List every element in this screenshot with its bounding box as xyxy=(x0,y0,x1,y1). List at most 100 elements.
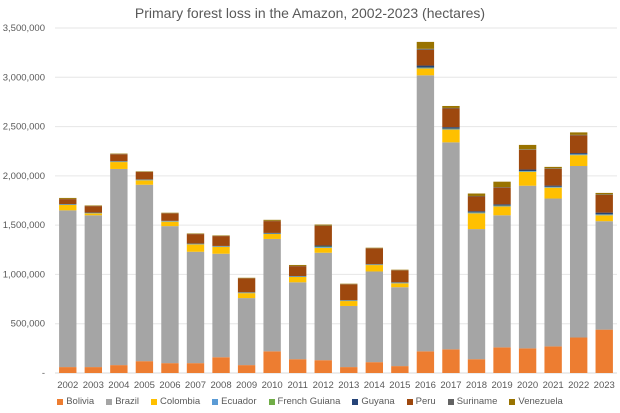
bar-bolivia xyxy=(135,361,154,373)
bar-venezuela xyxy=(467,193,486,196)
bar-peru xyxy=(467,196,486,212)
x-tick-label: 2008 xyxy=(210,380,231,391)
x-tick-label: 2002 xyxy=(57,380,78,391)
bar-brazil xyxy=(467,229,486,360)
bar-brazil xyxy=(544,198,562,347)
bar-guyana xyxy=(467,211,486,213)
bar-bolivia xyxy=(416,351,435,373)
bar-colombia xyxy=(416,68,435,76)
bar-ecuador xyxy=(544,187,562,188)
legend-swatch xyxy=(57,398,64,405)
legend-label: Brazil xyxy=(115,396,139,407)
bar-bolivia xyxy=(237,365,256,373)
bar-guyana xyxy=(442,127,460,129)
y-tick-label: 1,000,000 xyxy=(3,269,45,280)
legend-item: Venezuela xyxy=(509,396,563,407)
x-tick-label: 2007 xyxy=(185,380,206,391)
legend-item: Peru xyxy=(406,396,436,407)
bar-brazil xyxy=(391,287,409,367)
x-tick-label: 2006 xyxy=(159,380,180,391)
bar-colombia xyxy=(186,244,205,252)
bar-venezuela xyxy=(416,41,435,49)
bar-peru xyxy=(442,108,460,128)
y-tick-label: 3,500,000 xyxy=(3,23,45,34)
bar-bolivia xyxy=(518,348,537,373)
bar-brazil xyxy=(84,215,103,368)
legend-label: Bolivia xyxy=(66,396,95,407)
bar-brazil xyxy=(416,75,435,352)
bar-brazil xyxy=(595,221,613,330)
bar-guyana xyxy=(416,65,435,68)
bar-bolivia xyxy=(288,359,307,373)
bar-venezuela xyxy=(59,197,77,199)
bar-colombia xyxy=(365,265,384,272)
legend-item: Bolivia xyxy=(57,396,94,407)
legend-label: Guyana xyxy=(361,396,395,407)
y-tick-label: 3,000,000 xyxy=(3,72,45,83)
bar-venezuela xyxy=(569,132,588,135)
x-tick-label: 2014 xyxy=(364,380,385,391)
y-tick-label: - xyxy=(42,368,45,379)
legend-item: Guyana xyxy=(352,396,395,407)
bar-ecuador xyxy=(595,214,613,216)
bar-brazil xyxy=(59,210,77,368)
legend-swatch xyxy=(447,398,454,405)
bar-brazil xyxy=(161,226,179,364)
bar-bolivia xyxy=(84,367,103,373)
bar-bolivia xyxy=(186,363,205,373)
bar-brazil xyxy=(569,166,588,338)
bar-peru xyxy=(569,135,588,154)
bar-brazil xyxy=(135,184,154,362)
bar-peru xyxy=(288,266,307,277)
bar-brazil xyxy=(288,282,307,360)
bar-bolivia xyxy=(442,349,460,373)
bar-brazil xyxy=(340,305,358,368)
bar-guyana xyxy=(569,153,588,155)
legend-label: French Guiana xyxy=(277,396,341,407)
bar-guyana xyxy=(314,245,332,247)
bar-colombia xyxy=(518,171,537,186)
bar-bolivia xyxy=(59,367,77,373)
legend-label: Venezuela xyxy=(518,396,563,407)
bar-peru xyxy=(493,187,511,205)
bar-colombia xyxy=(493,206,511,216)
legend-swatch xyxy=(406,398,413,405)
x-tick-label: 2005 xyxy=(134,380,155,391)
bar-peru xyxy=(340,284,358,301)
bar-ecuador xyxy=(442,128,460,130)
bar-ecuador xyxy=(416,67,435,69)
bar-peru xyxy=(518,149,537,170)
bar-colombia xyxy=(544,187,562,199)
legend-swatch xyxy=(106,398,113,405)
bar-bolivia xyxy=(365,362,384,373)
legend-item: Ecuador xyxy=(212,396,257,407)
y-tick-label: 1,500,000 xyxy=(3,220,45,231)
bar-colombia xyxy=(212,246,230,254)
bar-colombia xyxy=(135,180,154,185)
x-tick-label: 2004 xyxy=(108,380,129,391)
bar-venezuela xyxy=(544,166,562,169)
bar-brazil xyxy=(518,185,537,349)
bar-colombia xyxy=(340,301,358,306)
bar-peru xyxy=(59,199,77,205)
bar-peru xyxy=(135,172,154,180)
bar-colombia xyxy=(110,162,128,169)
legend: Bolivia Brazil Colombia Ecuador French Guian… xyxy=(0,396,620,407)
bar-venezuela xyxy=(442,105,460,108)
x-tick-label: 2012 xyxy=(313,380,334,391)
legend-item: French Guiana xyxy=(268,396,341,407)
bar-guyana xyxy=(518,169,537,172)
bar-brazil xyxy=(212,253,230,358)
legend-item: Colombia xyxy=(150,396,200,407)
bar-colombia xyxy=(84,213,103,216)
x-tick-label: 2023 xyxy=(594,380,615,391)
bar-brazil xyxy=(442,142,460,350)
x-tick-label: 2011 xyxy=(287,380,307,391)
bar-ecuador xyxy=(314,247,332,248)
bar-peru xyxy=(314,225,332,246)
legend-swatch xyxy=(509,398,516,405)
bar-colombia xyxy=(237,293,256,299)
bar-colombia xyxy=(442,129,460,143)
bar-ecuador xyxy=(493,205,511,207)
